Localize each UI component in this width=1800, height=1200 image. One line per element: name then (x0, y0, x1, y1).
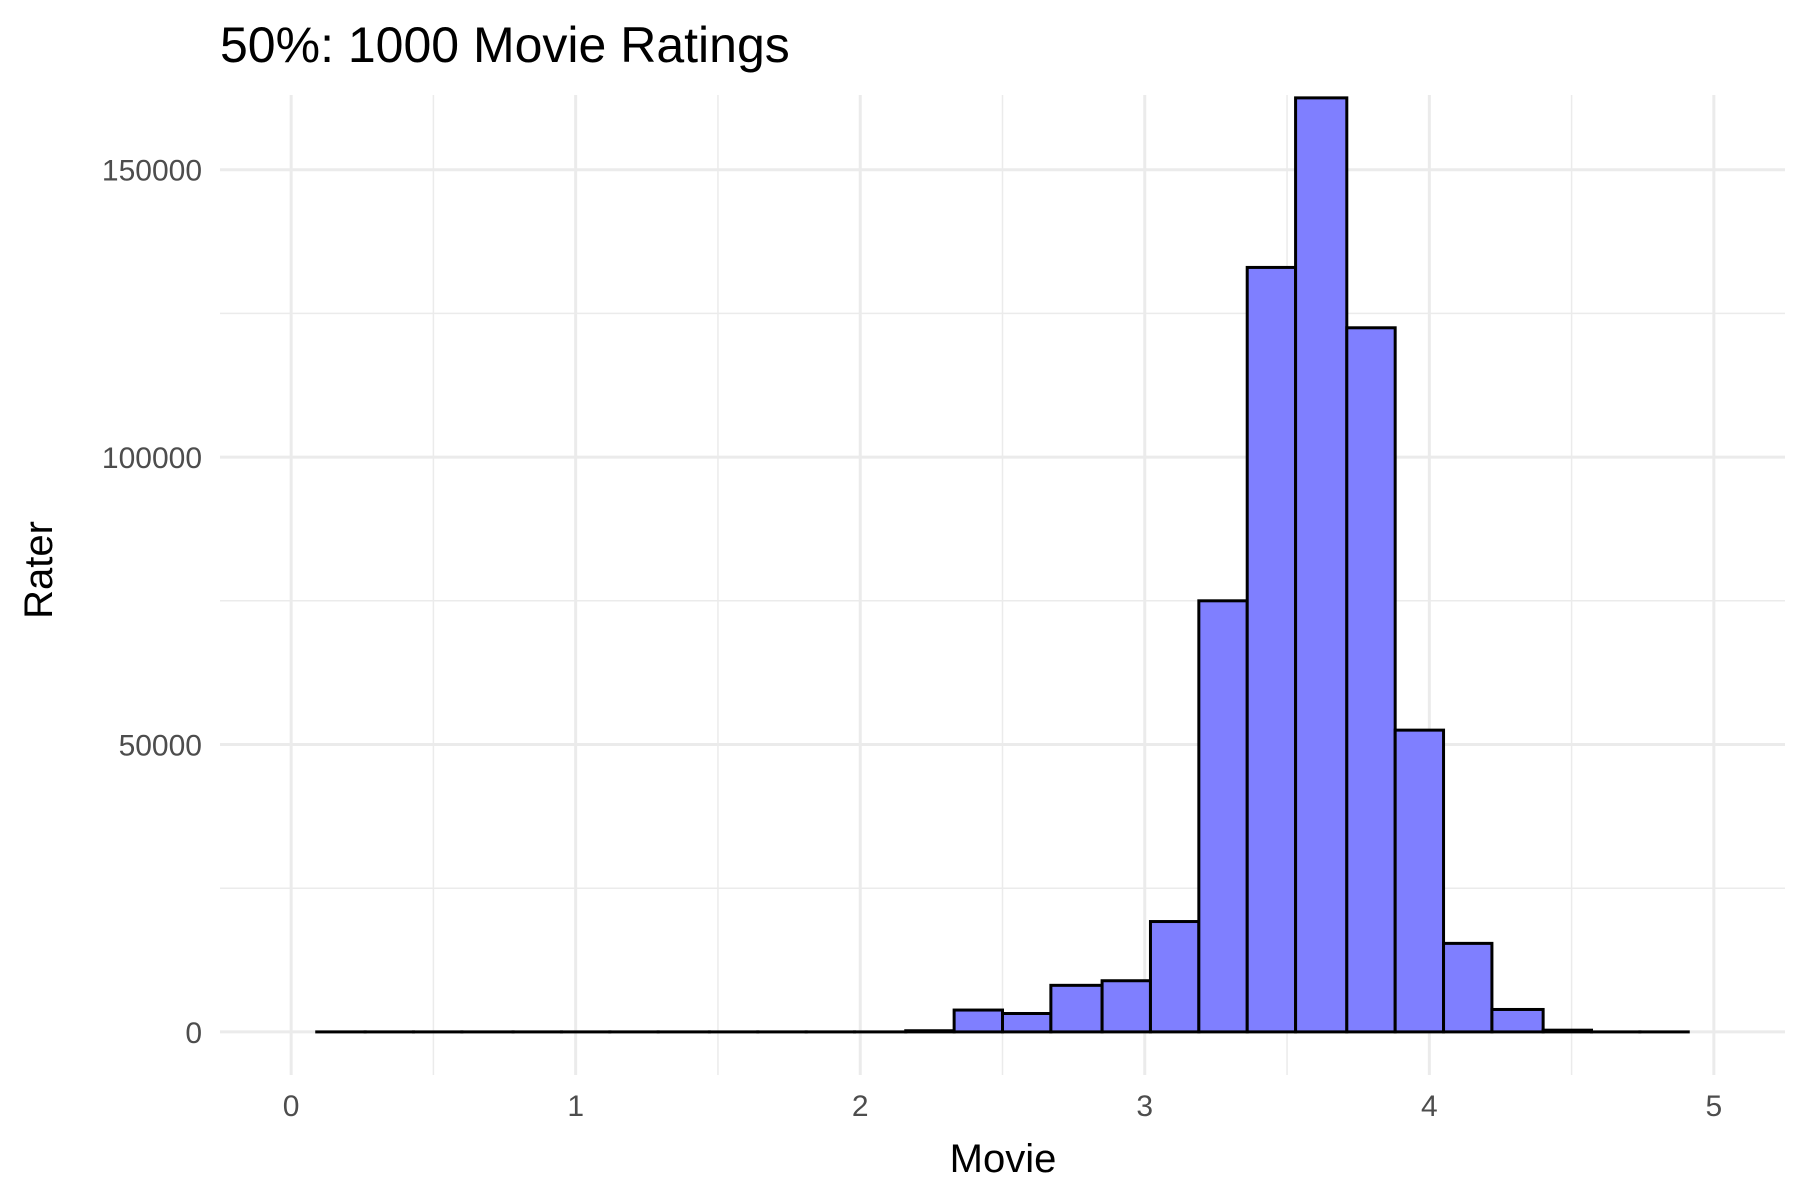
histogram-bar (1345, 326, 1397, 1034)
histogram-bar (952, 1008, 1004, 1034)
y-tick-label: 150000 (102, 155, 202, 188)
histogram-bar (1393, 728, 1446, 1034)
histogram-bar (1541, 1028, 1594, 1034)
histogram-bar (1245, 265, 1298, 1034)
x-axis-title: Movie (950, 1137, 1057, 1181)
y-tick-label: 100000 (102, 442, 202, 475)
x-tick-label: 1 (567, 1090, 584, 1123)
x-tick-label: 3 (1136, 1090, 1153, 1123)
histogram-bar (1100, 979, 1152, 1034)
grid (220, 95, 1785, 1075)
histogram-bar (904, 1029, 956, 1034)
histogram-bar (1294, 96, 1349, 1034)
y-tick-label: 0 (185, 1017, 202, 1050)
histogram-bar (1148, 920, 1201, 1034)
y-tick-label: 50000 (119, 730, 202, 763)
x-tick-label: 4 (1421, 1090, 1438, 1123)
histogram-bar (1490, 1007, 1545, 1034)
histogram-bar (1049, 983, 1104, 1034)
x-tick-label: 0 (283, 1090, 300, 1123)
histogram-bars (315, 96, 1690, 1034)
y-axis-title: Rater (17, 521, 61, 619)
chart-title: 50%: 1000 Movie Ratings (220, 17, 790, 73)
x-axis-ticks: 0 1 2 3 4 5 (283, 1090, 1722, 1123)
histogram-bar (1442, 941, 1494, 1034)
y-axis-ticks: 0 50000 100000 150000 (102, 155, 202, 1050)
histogram-bar (1197, 599, 1249, 1034)
x-tick-label: 5 (1706, 1090, 1723, 1123)
histogram-bar (1001, 1011, 1053, 1034)
x-tick-label: 2 (852, 1090, 869, 1123)
